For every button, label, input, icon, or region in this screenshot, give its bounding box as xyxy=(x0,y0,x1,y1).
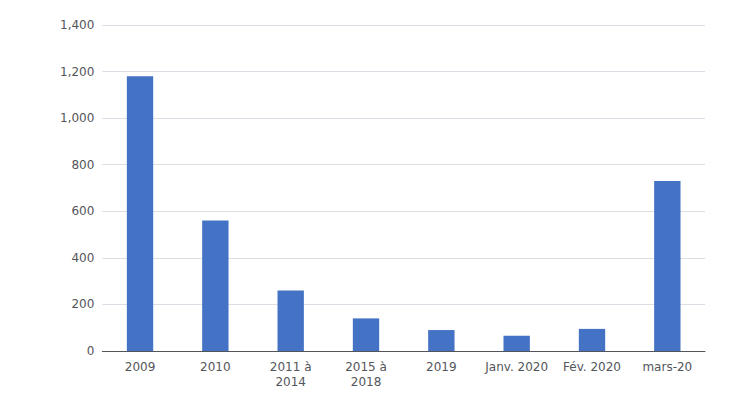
svg-text:0: 0 xyxy=(87,344,95,358)
svg-text:Fév. 2020: Fév. 2020 xyxy=(563,360,621,374)
svg-text:400: 400 xyxy=(71,251,94,265)
svg-text:2015 à: 2015 à xyxy=(345,360,387,374)
svg-text:2014: 2014 xyxy=(275,375,306,389)
svg-text:2011 à: 2011 à xyxy=(270,360,312,374)
svg-text:600: 600 xyxy=(71,204,94,218)
svg-text:1,400: 1,400 xyxy=(60,18,94,32)
svg-text:800: 800 xyxy=(71,158,94,172)
svg-text:Janv. 2020: Janv. 2020 xyxy=(484,360,548,374)
svg-text:mars-20: mars-20 xyxy=(642,360,692,374)
svg-text:2010: 2010 xyxy=(200,360,231,374)
svg-text:2009: 2009 xyxy=(125,360,156,374)
svg-text:1,200: 1,200 xyxy=(60,65,94,79)
svg-text:200: 200 xyxy=(71,297,94,311)
svg-text:1,000: 1,000 xyxy=(60,111,94,125)
svg-text:2019: 2019 xyxy=(426,360,457,374)
svg-text:2018: 2018 xyxy=(351,375,382,389)
